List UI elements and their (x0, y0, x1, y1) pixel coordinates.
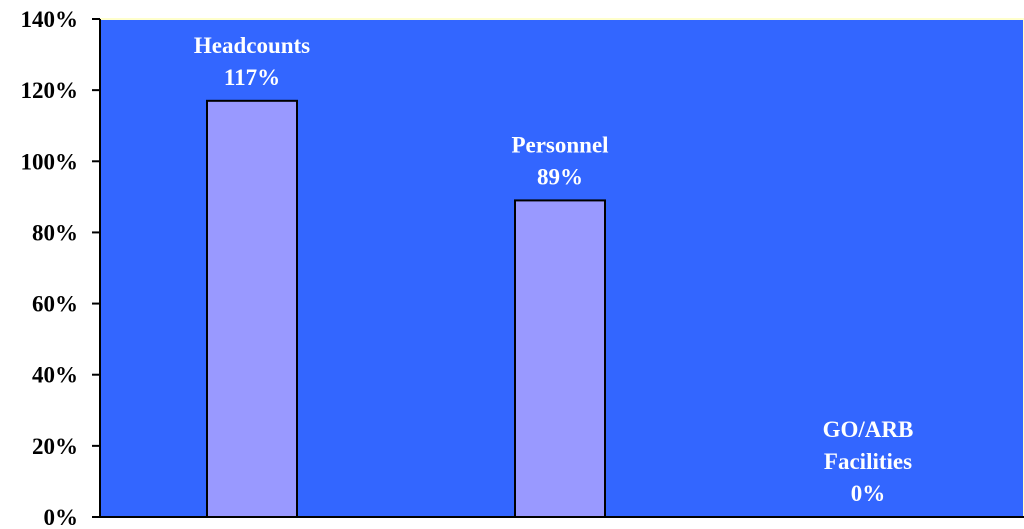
bar-data-label: GO/ARB (823, 417, 914, 442)
y-tick-label: 60% (32, 292, 78, 317)
y-tick-label: 100% (21, 149, 79, 174)
y-axis-ticks-group: 0% 20% 40% 60% 80% 100% 120% 140% (21, 7, 100, 529)
data-labels-group: Headcounts 117% Personnel 89% GO/ARB Faciliti… (194, 33, 914, 506)
y-tick-label: 120% (21, 78, 79, 103)
bar-data-label: 0% (851, 481, 886, 506)
y-tick-label: 40% (32, 363, 78, 388)
y-tick-label: 0% (44, 505, 79, 529)
bar (514, 199, 606, 519)
bar-data-label: Personnel (511, 132, 608, 157)
y-tick-label: 80% (32, 220, 78, 245)
bar-data-label: 89% (537, 164, 583, 189)
y-tick-label: 140% (21, 7, 79, 32)
y-tick-label: 20% (32, 434, 78, 459)
bar (206, 99, 298, 518)
bar-data-label: 117% (224, 65, 280, 90)
bar-data-label: Facilities (824, 449, 912, 474)
bar-data-label: Headcounts (194, 33, 310, 58)
